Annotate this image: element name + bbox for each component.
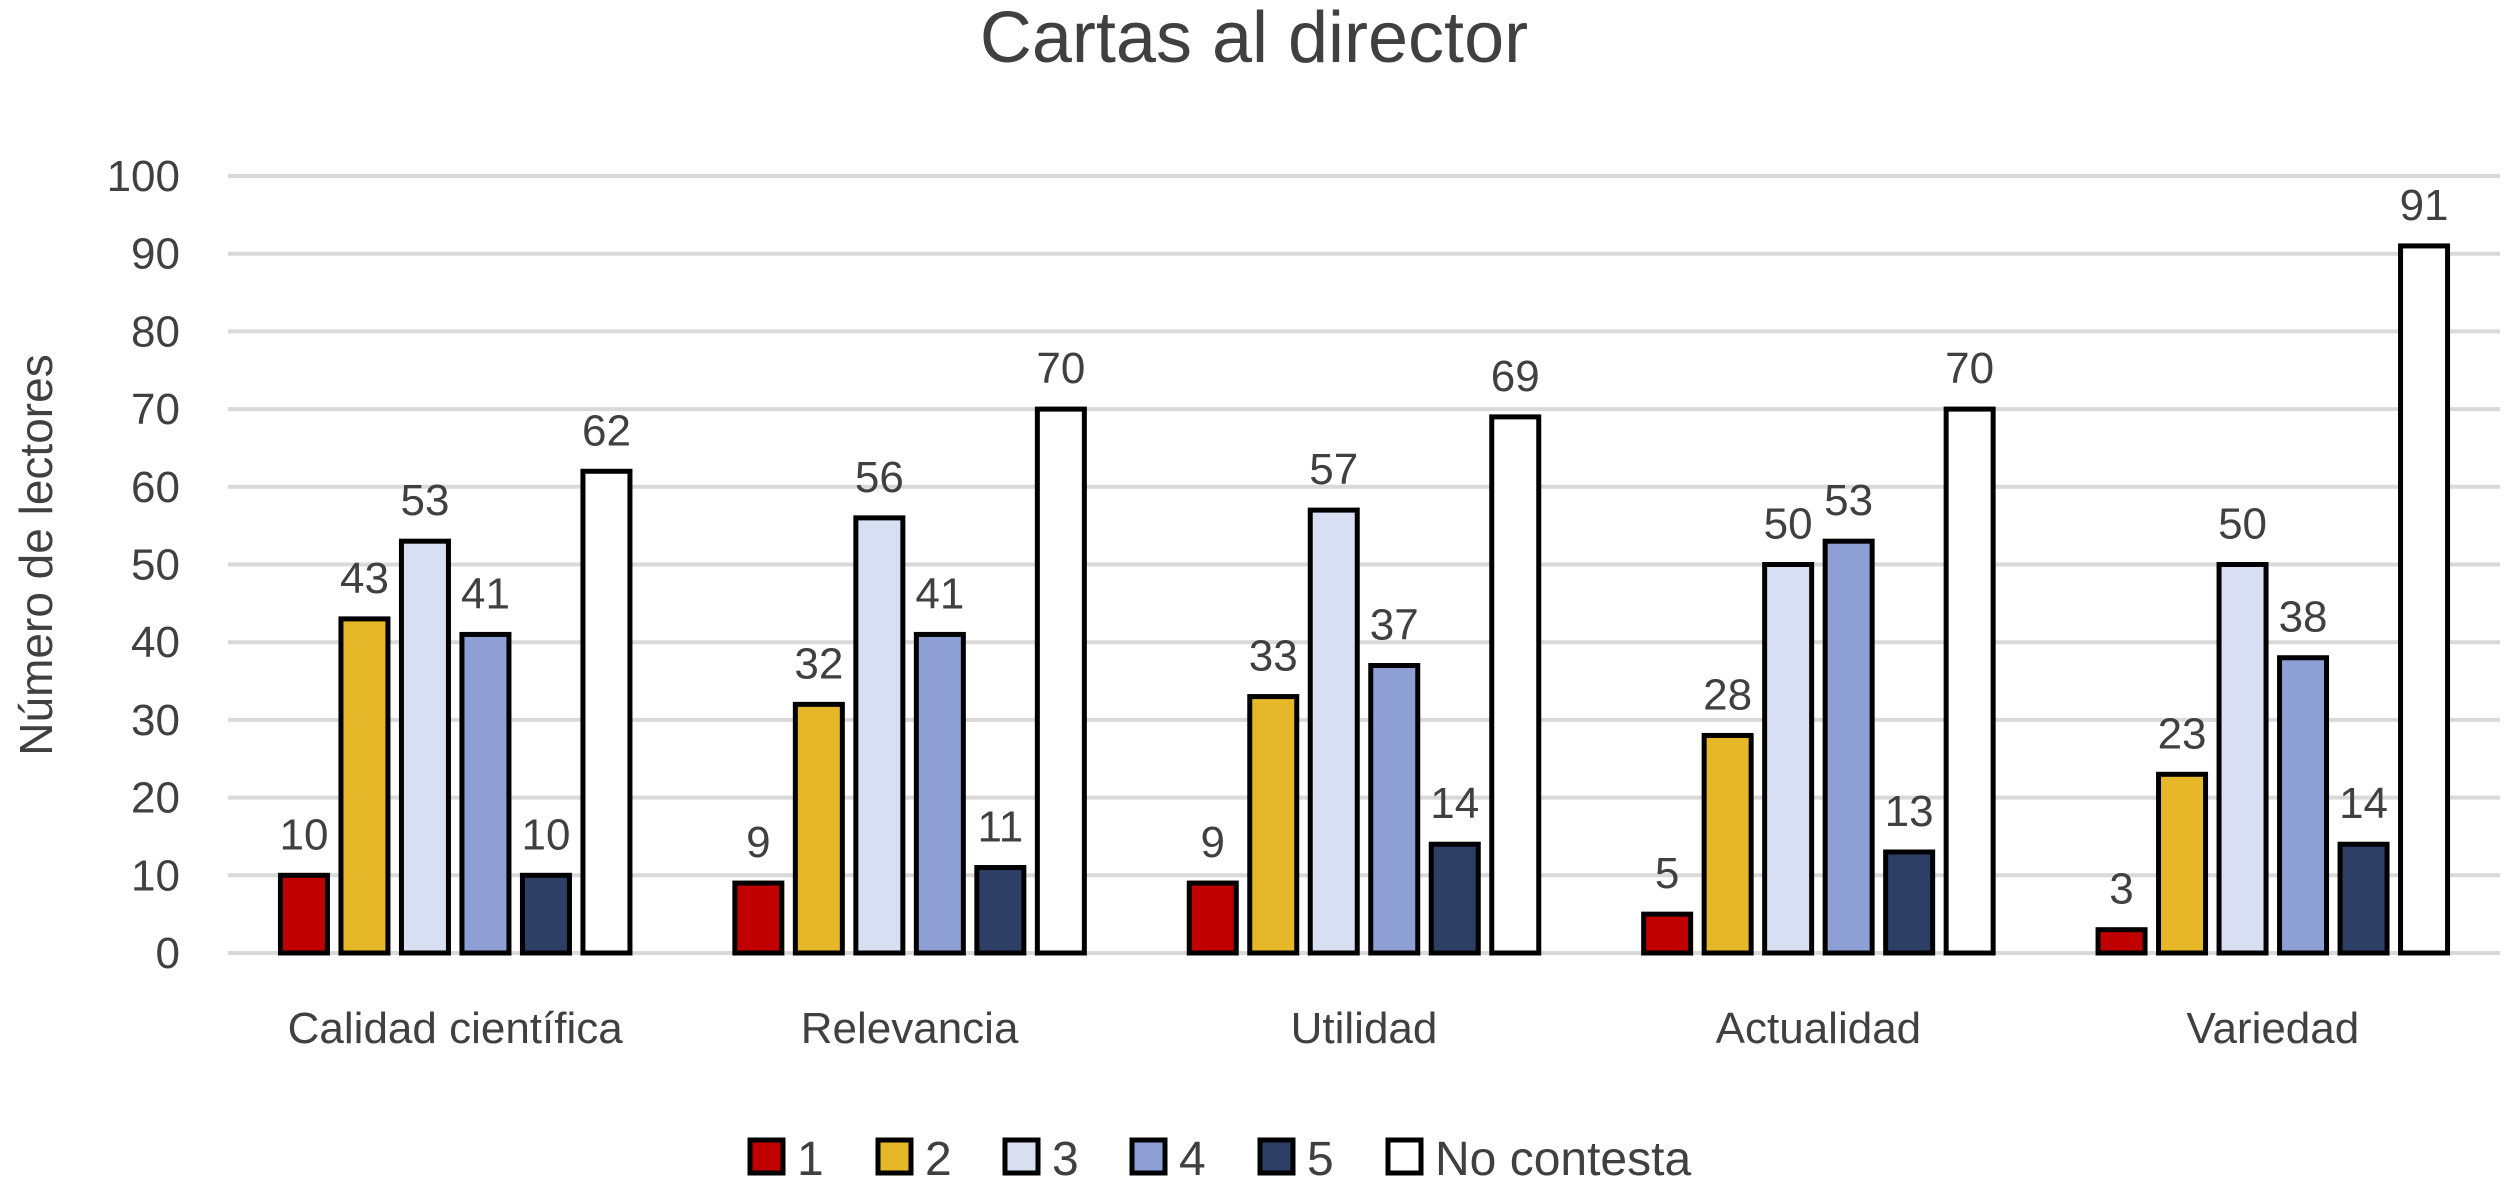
bar [519,872,572,956]
y-tick-label: 80 [131,307,180,356]
legend-label: 4 [1179,1133,1206,1186]
legend-label: 2 [925,1133,952,1186]
y-tick-label: 90 [131,230,180,279]
data-label: 32 [794,639,843,688]
data-label: 14 [1430,779,1479,828]
bar [1641,911,1694,956]
data-label: 50 [2218,500,2267,549]
bars [277,243,2451,956]
data-label: 50 [1764,500,1813,549]
bar [1943,406,1996,956]
data-label: 10 [279,810,328,859]
y-axis-label: Número de lectores [10,354,62,755]
data-label: 33 [1249,632,1298,681]
data-label: 70 [1036,344,1085,393]
data-label: 69 [1491,352,1540,401]
data-label: 91 [2400,181,2449,230]
bar [1701,732,1754,956]
legend-label: 1 [797,1133,824,1186]
x-axis-categories: Calidad científica Relevancia Utilidad Actu… [288,1004,2360,1053]
bar [459,631,512,956]
bar [2216,562,2269,956]
bar [913,631,966,956]
y-tick-label: 60 [131,463,180,512]
data-label: 10 [521,810,570,859]
data-label: 5 [1655,849,1679,898]
bar [853,515,906,956]
y-tick-label: 50 [131,541,180,590]
bar [732,880,785,956]
x-category-label: Relevancia [801,1004,1019,1053]
y-tick-label: 30 [131,696,180,745]
data-label: 57 [1309,445,1358,494]
bar [2337,841,2390,956]
data-label: 41 [915,569,964,618]
bar [1247,694,1300,956]
bar [398,538,451,956]
bar [1428,841,1481,956]
bar [1489,414,1542,956]
data-label: 53 [400,476,449,525]
data-label: 3 [2109,865,2133,914]
bar [2277,655,2330,956]
bar [792,701,845,956]
legend-swatch [1002,1137,1041,1176]
data-label: 28 [1703,670,1752,719]
y-tick-label: 20 [131,774,180,823]
bar [1368,663,1421,956]
y-axis-ticks: 0 10 20 30 40 50 60 70 80 90 100 [107,152,180,978]
bar [580,468,633,956]
legend-swatch [1257,1137,1296,1176]
bar [2398,243,2451,956]
bar [2156,771,2209,956]
bar [2095,927,2148,956]
data-label: 62 [582,406,631,455]
bar [1883,849,1936,956]
bar [338,616,391,956]
x-category-label: Utilidad [1291,1004,1438,1053]
data-label: 38 [2279,593,2328,642]
data-label: 9 [1201,818,1225,867]
bar [1822,538,1875,956]
bar [1762,562,1815,956]
data-label: 53 [1824,476,1873,525]
data-label: 23 [2158,709,2207,758]
x-category-label: Actualidad [1716,1004,1921,1053]
legend-swatch [1129,1137,1168,1176]
bar [277,872,330,956]
data-label: 14 [2339,779,2388,828]
data-label: 11 [978,803,1024,852]
bar [1034,406,1087,956]
data-label: 70 [1945,344,1994,393]
x-category-label: Variedad [2186,1004,2359,1053]
data-label: 43 [340,554,389,603]
chart-title: Cartas al director [980,0,1528,78]
y-tick-label: 0 [156,929,180,978]
y-tick-label: 100 [107,152,180,201]
y-tick-label: 70 [131,385,180,434]
legend: 1 2 3 4 5 No contesta [747,1133,1691,1186]
x-category-label: Calidad científica [288,1004,624,1053]
legend-swatch [1385,1137,1424,1176]
y-tick-label: 40 [131,618,180,667]
bar [1307,507,1360,956]
legend-label: 5 [1307,1133,1334,1186]
data-label: 37 [1370,601,1419,650]
data-label: 13 [1885,787,1934,836]
data-label: 9 [746,818,770,867]
y-tick-label: 10 [131,851,180,900]
data-label: 56 [855,453,904,502]
legend-label: No contesta [1435,1133,1691,1186]
legend-swatch [875,1137,914,1176]
data-label: 41 [461,569,510,618]
legend-swatch [747,1137,786,1176]
legend-label: 3 [1052,1133,1079,1186]
bar [1186,880,1239,956]
bar [974,865,1027,956]
